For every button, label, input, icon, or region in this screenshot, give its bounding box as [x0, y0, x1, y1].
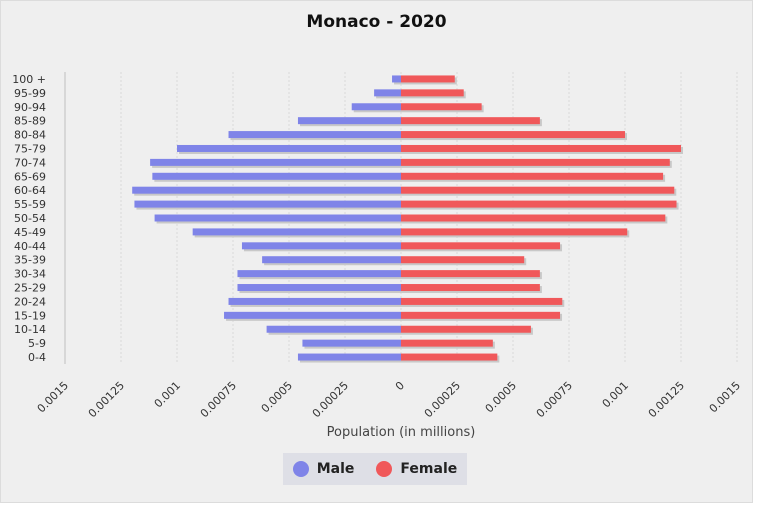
bar-female[interactable]	[401, 144, 681, 152]
bar-male[interactable]	[392, 75, 401, 83]
y-tick-label: 80-84	[14, 129, 46, 142]
bar-male[interactable]	[237, 270, 401, 278]
bar-female[interactable]	[401, 89, 464, 97]
x-tick-label: 0.00075	[534, 379, 575, 420]
y-tick-label: 85-89	[14, 115, 46, 128]
x-tick-label: 0.00025	[310, 379, 351, 420]
bar-male[interactable]	[302, 339, 401, 347]
bar-female[interactable]	[401, 270, 540, 278]
bar-male[interactable]	[374, 89, 401, 97]
y-tick-label: 10-14	[14, 323, 46, 336]
bar-male[interactable]	[297, 353, 401, 361]
y-tick-label: 50-54	[14, 212, 46, 225]
y-tick-label: 45-49	[14, 226, 46, 239]
bar-male[interactable]	[152, 172, 401, 180]
bar-male[interactable]	[154, 214, 401, 222]
bar-male[interactable]	[241, 242, 401, 250]
bar-male[interactable]	[192, 228, 401, 236]
bar-male[interactable]	[228, 297, 401, 305]
bar-female[interactable]	[401, 242, 561, 250]
bar-female[interactable]	[401, 103, 482, 111]
x-axis-label: Population (in millions)	[327, 425, 476, 440]
bar-female[interactable]	[401, 75, 455, 83]
x-tick-label: 0.00025	[422, 379, 463, 420]
bar-female[interactable]	[401, 297, 563, 305]
legend-label-female: Female	[400, 461, 458, 477]
y-tick-label: 15-19	[14, 309, 46, 322]
x-tick-label: 0.00075	[198, 379, 239, 420]
bar-male[interactable]	[262, 256, 401, 264]
bar-male[interactable]	[228, 131, 401, 139]
bar-female[interactable]	[401, 214, 666, 222]
x-tick-label: 0.0005	[259, 379, 295, 415]
x-tick-label: 0.00125	[646, 379, 687, 420]
bar-male[interactable]	[266, 325, 401, 333]
bar-male[interactable]	[134, 200, 401, 208]
y-tick-label: 5-9	[28, 337, 46, 350]
y-tick-label: 40-44	[14, 240, 46, 253]
bar-female[interactable]	[401, 200, 677, 208]
bar-female[interactable]	[401, 172, 664, 180]
x-tick-label: 0	[393, 379, 407, 393]
legend-marker-female	[376, 461, 393, 477]
y-tick-label: 0-4	[28, 351, 46, 364]
bar-male[interactable]	[177, 144, 401, 152]
bar-female[interactable]	[401, 228, 628, 236]
x-tick-label: 0.00125	[86, 379, 127, 420]
bar-female[interactable]	[401, 284, 540, 292]
y-tick-label: 70-74	[14, 156, 46, 169]
bar-male[interactable]	[297, 117, 401, 125]
x-tick-label: 0.001	[600, 379, 631, 410]
bar-female[interactable]	[401, 256, 525, 264]
y-tick-label: 55-59	[14, 198, 46, 211]
bar-female[interactable]	[401, 311, 561, 319]
legend-label-male: Male	[316, 461, 355, 477]
y-tick-label: 35-39	[14, 254, 46, 267]
bar-female[interactable]	[401, 325, 531, 333]
y-tick-label: 90-94	[14, 101, 46, 114]
y-tick-label: 75-79	[14, 142, 46, 155]
legend-marker-male	[292, 461, 309, 477]
bar-male[interactable]	[224, 311, 401, 319]
x-tick-label: 0.0015	[35, 379, 71, 415]
bar-female[interactable]	[401, 186, 675, 194]
chart-title: Monaco - 2020	[306, 12, 447, 32]
x-tick-label: 0.0015	[707, 379, 743, 415]
bar-male[interactable]	[132, 186, 401, 194]
bar-female[interactable]	[401, 117, 540, 125]
bar-female[interactable]	[401, 131, 625, 139]
bar-male[interactable]	[150, 158, 401, 166]
legend-item-male[interactable]: Male	[292, 461, 355, 477]
legend-item-female[interactable]: Female	[376, 461, 457, 477]
y-tick-label: 65-69	[14, 170, 46, 183]
y-tick-label: 100 +	[12, 73, 46, 86]
legend: Male Female	[283, 453, 467, 485]
y-tick-label: 30-34	[14, 268, 46, 281]
bar-male[interactable]	[351, 103, 401, 111]
y-tick-label: 60-64	[14, 184, 46, 197]
y-tick-label: 25-29	[14, 282, 46, 295]
bar-female[interactable]	[401, 158, 670, 166]
y-tick-label: 95-99	[14, 87, 46, 100]
x-tick-label: 0.001	[152, 379, 183, 410]
bar-female[interactable]	[401, 339, 493, 347]
bar-male[interactable]	[237, 284, 401, 292]
y-tick-label: 20-24	[14, 295, 46, 308]
x-tick-label: 0.0005	[483, 379, 519, 415]
bar-female[interactable]	[401, 353, 498, 361]
